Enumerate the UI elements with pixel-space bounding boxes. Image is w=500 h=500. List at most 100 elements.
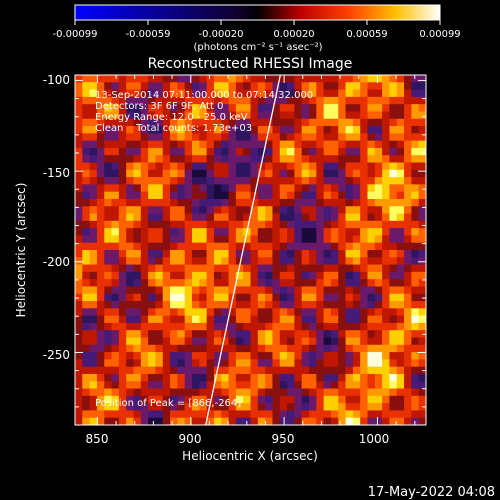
heatmap-cell [382, 213, 391, 222]
heatmap-cell [155, 169, 164, 178]
heatmap-cell [265, 191, 274, 200]
heatmap-cell [199, 359, 208, 368]
heatmap-cell [316, 228, 325, 237]
heatmap-cell [382, 250, 391, 258]
heatmap-cell [272, 242, 281, 251]
heatmap-cell [177, 118, 186, 127]
heatmap-cell [309, 308, 317, 317]
heatmap-cell [257, 111, 266, 120]
heatmap-cell [287, 213, 295, 222]
heatmap-cell [206, 220, 215, 229]
heatmap-cell [265, 242, 274, 251]
heatmap-cell [396, 337, 405, 346]
heatmap-cell [140, 184, 149, 193]
heatmap-cell [75, 257, 83, 266]
heatmap-cell [184, 337, 193, 346]
heatmap-cell [199, 198, 208, 207]
heatmap-cell [155, 417, 164, 425]
heatmap-cell [228, 96, 237, 105]
heatmap-cell [411, 220, 420, 229]
heatmap-cell [228, 75, 237, 83]
heatmap-cell [265, 82, 274, 91]
heatmap-cell [301, 286, 310, 295]
heatmap-cell [104, 177, 113, 185]
heatmap-cell [133, 250, 142, 258]
heatmap-cell [111, 198, 120, 207]
heatmap-cell [243, 133, 252, 142]
heatmap-cell [104, 155, 113, 164]
heatmap-cell [257, 162, 266, 171]
heatmap-cell [140, 330, 149, 339]
heatmap-cell [257, 147, 266, 156]
heatmap-cell [235, 293, 244, 302]
heatmap-cell [345, 366, 354, 375]
heatmap-cell [162, 308, 171, 317]
heatmap-cell [367, 162, 376, 171]
heatmap-cell [352, 315, 361, 324]
heatmap-cell [330, 126, 339, 134]
heatmap-cell [338, 315, 347, 324]
heatmap-cell [118, 228, 127, 237]
heatmap-cell [118, 177, 127, 185]
heatmap-cell [330, 198, 339, 207]
heatmap-cell [316, 206, 325, 215]
heatmap-cell [126, 344, 135, 353]
heatmap-cell [374, 140, 383, 149]
heatmap-cell [184, 155, 193, 164]
heatmap-cell [221, 250, 230, 258]
heatmap-cell [235, 330, 244, 339]
heatmap-cell [316, 286, 325, 295]
heatmap-cell [338, 381, 347, 390]
heatmap-cell [221, 118, 230, 127]
heatmap-cell [243, 410, 252, 419]
heatmap-cell [367, 330, 376, 339]
heatmap-cell [228, 242, 237, 251]
heatmap-cell [133, 89, 142, 98]
heatmap-cell [155, 322, 164, 331]
heatmap-cell [367, 169, 376, 178]
heatmap-cell [323, 330, 332, 339]
heatmap-cell [111, 75, 120, 83]
heatmap-cell [272, 264, 281, 273]
heatmap-cell [418, 140, 426, 149]
heatmap-cell [155, 96, 164, 105]
heatmap-cell [287, 147, 295, 156]
heatmap-cell [323, 177, 332, 185]
heatmap-cell [287, 286, 295, 295]
heatmap-cell [265, 228, 274, 237]
heatmap-cell [250, 206, 259, 215]
heatmap-cell [155, 403, 164, 412]
heatmap-cell [140, 301, 149, 309]
heatmap-cell [75, 162, 83, 171]
heatmap-cell [309, 286, 317, 295]
heatmap-cell [75, 111, 83, 120]
heatmap-cell [155, 177, 164, 185]
heatmap-cell [360, 104, 369, 113]
heatmap-cell [111, 184, 120, 193]
heatmap-cell [235, 271, 244, 280]
heatmap-cell [155, 133, 164, 142]
heatmap-cell [360, 242, 369, 251]
heatmap-cell [184, 75, 193, 83]
heatmap-cell [418, 301, 426, 309]
heatmap-cell [140, 118, 149, 127]
heatmap-cell [184, 242, 193, 251]
heatmap-cell [111, 82, 120, 91]
heatmap-cell [316, 388, 325, 397]
heatmap-cell [367, 184, 376, 193]
heatmap-cell [352, 395, 361, 404]
heatmap-cell [126, 373, 135, 382]
heatmap-cell [235, 75, 244, 83]
heatmap-cell [404, 330, 412, 339]
heatmap-cell [184, 228, 193, 237]
heatmap-cell [170, 286, 178, 295]
heatmap-cell [235, 147, 244, 156]
heatmap-cell [170, 293, 178, 302]
heatmap-cell [323, 184, 332, 193]
heatmap-cell [279, 279, 288, 288]
heatmap-cell [374, 89, 383, 98]
heatmap-cell [294, 82, 303, 91]
heatmap-cell [396, 257, 405, 266]
heatmap-cell [177, 82, 186, 91]
heatmap-cell [155, 89, 164, 98]
